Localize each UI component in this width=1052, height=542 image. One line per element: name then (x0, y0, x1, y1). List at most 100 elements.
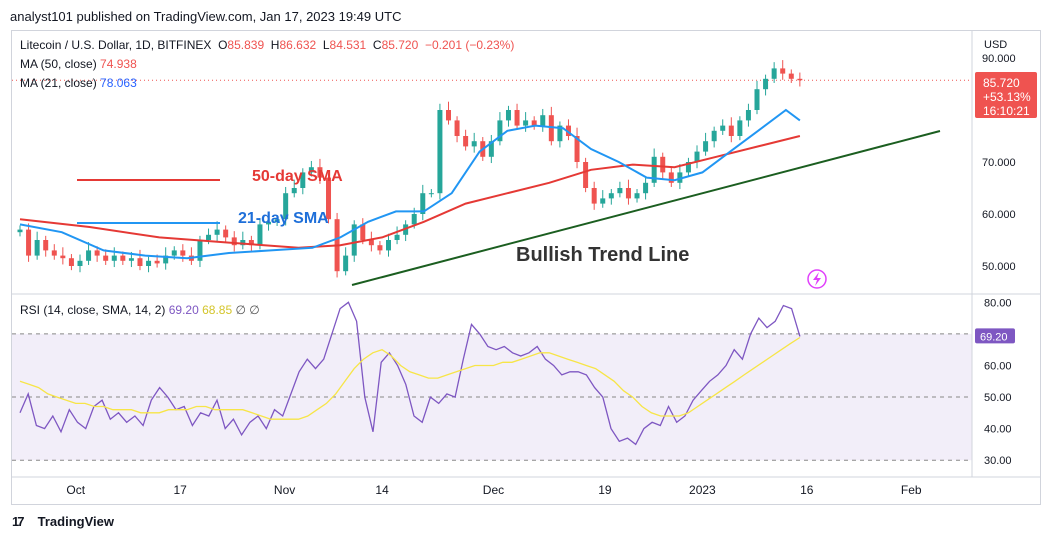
candle-body (420, 193, 426, 214)
time-tick-label: 19 (598, 483, 612, 497)
candle-body (651, 156, 657, 183)
price-tick-label: 60.000 (982, 209, 1016, 221)
sma50-annotation: 50-day SMA (252, 168, 343, 185)
rsi-extra: ∅ ∅ (235, 303, 260, 317)
candle-body (694, 151, 700, 162)
candle-body (128, 258, 134, 261)
candle-body (617, 188, 623, 194)
candle-body (291, 188, 297, 194)
candle-body (197, 240, 203, 261)
candle-body (685, 162, 691, 173)
candle-body (240, 240, 246, 246)
ma50-legend[interactable]: MA (50, close) 74.938 (20, 57, 137, 71)
candle-body (137, 258, 143, 266)
time-tick-label: 16 (800, 483, 814, 497)
lightning-icon (807, 269, 827, 289)
candle-body (317, 167, 323, 178)
candle-body (231, 237, 237, 246)
candle-body (625, 188, 631, 199)
rsi-tick-label: 30.00 (984, 455, 1012, 467)
candle-body (26, 229, 32, 256)
time-tick-label: Feb (901, 483, 922, 497)
price-tick-label: 90.000 (982, 53, 1016, 65)
candle-body (523, 120, 529, 126)
price-tick-label: 70.000 (982, 157, 1016, 169)
trend-annotation: Bullish Trend Line (516, 244, 689, 266)
candle-body (471, 141, 477, 147)
candle-body (583, 162, 589, 188)
candle-body (660, 156, 666, 173)
tradingview-logo[interactable]: 17 TradingView (12, 514, 114, 529)
rsi-tick-label: 80.00 (984, 297, 1012, 309)
candle-body (565, 125, 571, 136)
chart-frame (11, 30, 1041, 505)
candle-body (591, 188, 597, 204)
candle-body (763, 78, 769, 90)
change-value: −0.201 (−0.23%) (424, 38, 515, 52)
candle-body (788, 73, 794, 79)
rsi-legend[interactable]: RSI (14, close, SMA, 14, 2) 69.20 68.85 … (20, 303, 260, 317)
sma21-annotation: 21-day SMA (238, 210, 329, 227)
candle-body (394, 234, 400, 240)
candle-body (257, 224, 263, 246)
candle-body (514, 110, 520, 126)
candle-body (754, 89, 760, 110)
top-bar: analyst101 published on TradingView.com,… (0, 0, 1052, 34)
time-tick-label: 17 (173, 483, 187, 497)
candle-body (103, 255, 109, 261)
rsi-sma-line (19, 336, 801, 420)
ma21-legend[interactable]: MA (21, close) 78.063 (20, 76, 137, 90)
candle-body (343, 255, 349, 272)
candle-body (488, 141, 494, 157)
brand-name: TradingView (37, 514, 114, 529)
candle-body (574, 136, 580, 162)
close-value: 85.720 (381, 38, 419, 52)
ma21-value: 78.063 (100, 76, 137, 90)
ma21-line (19, 108, 801, 260)
rsi-line (19, 301, 801, 446)
candle-body (51, 250, 57, 256)
low-value: 84.531 (329, 38, 367, 52)
candle-body (154, 260, 160, 264)
candle-body (283, 193, 289, 220)
price-tick-label: 50.000 (982, 261, 1016, 273)
candle-body (60, 255, 66, 259)
candle-body (728, 125, 734, 136)
candle-body (223, 229, 229, 238)
candle-body (703, 141, 709, 152)
candle-body (797, 78, 803, 81)
candle-body (206, 234, 212, 240)
lightning-bolt-icon (813, 272, 821, 286)
candle-body (248, 240, 254, 246)
candle-body (77, 260, 83, 266)
rsi-badge (975, 328, 1015, 344)
candle-body (266, 221, 272, 225)
time-tick-label: Oct (66, 483, 85, 497)
candle-body (445, 110, 451, 121)
candle-body (120, 255, 126, 261)
open-value: 85.839 (227, 38, 265, 52)
high-value: 86.632 (279, 38, 317, 52)
candle-body (17, 229, 23, 233)
ma50-line (19, 135, 801, 249)
candle-body (505, 110, 511, 121)
candle-body (437, 110, 443, 194)
time-tick-label: Nov (274, 483, 295, 497)
price-badge (975, 72, 1037, 118)
price-badge-countdown: 16:10:21 (983, 104, 1030, 118)
candle-body (368, 240, 374, 246)
candle-body (634, 193, 640, 199)
bullish-trend-line (351, 130, 941, 286)
candle-body (68, 258, 74, 266)
candle-body (531, 120, 537, 126)
tradingview-logo-icon: 17 (12, 514, 24, 529)
candle-body (600, 198, 606, 204)
ma50-value: 74.938 (100, 57, 137, 71)
currency-label: USD (984, 39, 1007, 51)
rsi-sma-value: 68.85 (202, 303, 233, 317)
candle-body (548, 115, 554, 142)
candle-body (737, 120, 743, 136)
time-tick-label: 14 (375, 483, 389, 497)
candle-body (780, 68, 786, 74)
